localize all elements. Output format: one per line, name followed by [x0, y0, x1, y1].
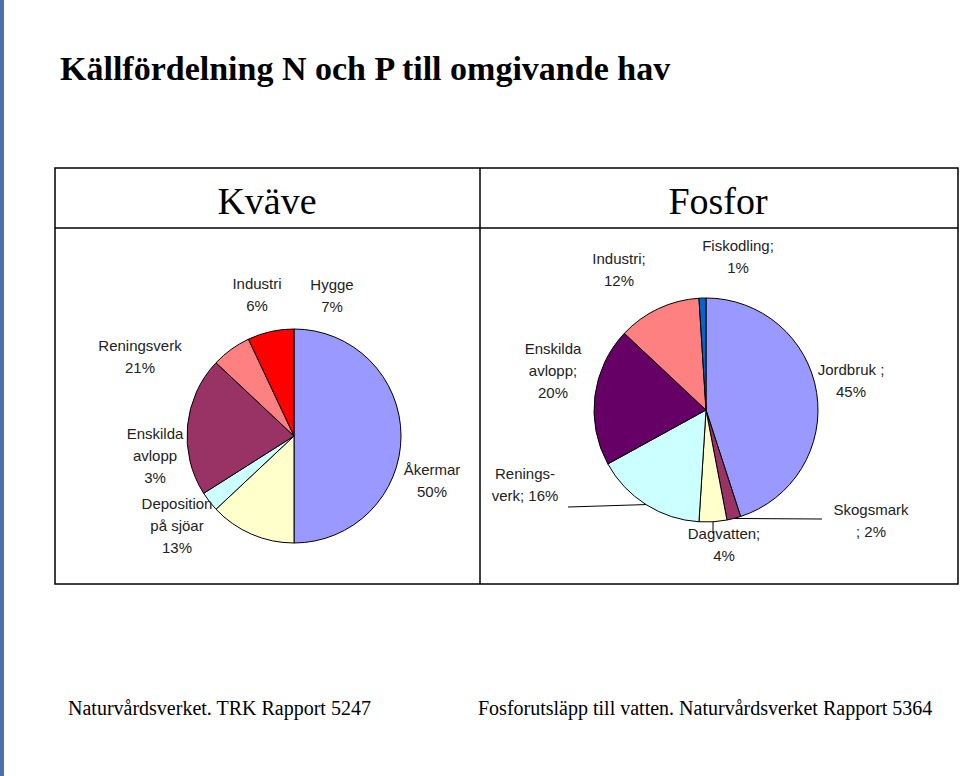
label-part: 20% — [538, 384, 568, 401]
slice-label: 7% — [321, 298, 343, 315]
slice-label: 21% — [125, 359, 155, 376]
label-part: 6% — [246, 297, 268, 314]
label-part: på — [150, 517, 167, 534]
slice-label: Fiskodling; — [702, 237, 774, 254]
slice-label: Reningsverk — [98, 337, 182, 354]
slice-label: 3% — [144, 469, 166, 486]
slice-label: Industri — [232, 275, 281, 292]
label-part: ; — [856, 523, 860, 540]
divider — [479, 168, 481, 584]
background — [0, 0, 960, 776]
leader-line — [568, 505, 646, 507]
label-part: avlopp; — [529, 362, 577, 379]
slice-label: Deposition — [142, 495, 213, 512]
label-part: 1% — [727, 259, 749, 276]
slice-label: Industri; — [592, 250, 645, 267]
slice-label: 13% — [162, 539, 192, 556]
frame — [55, 168, 958, 584]
pie-slice — [699, 298, 706, 410]
label-part: Jordbruk — [818, 361, 877, 378]
leader-line — [734, 518, 822, 520]
slice-label: Åkermar — [404, 461, 461, 478]
slice-label: 12% — [604, 272, 634, 289]
slice-label: Enskilda — [127, 425, 184, 442]
label-part: Åkermar — [404, 461, 461, 478]
chart-title: Kväve — [217, 180, 316, 222]
label-part: 50% — [417, 483, 447, 500]
label-part: 45% — [836, 383, 866, 400]
slice-label: 45% — [836, 383, 866, 400]
slice-label: verk; 16% — [492, 487, 559, 504]
label-part: Dagvatten; — [688, 525, 761, 542]
slice-label: Enskilda — [525, 340, 582, 357]
header-rule — [55, 227, 958, 229]
slice-label: Hygge — [310, 276, 353, 293]
chart-title: Fosfor — [668, 180, 768, 222]
label-part: verk; — [492, 487, 525, 504]
slice-label: avlopp — [133, 447, 177, 464]
pie-chart: Fosfor Fosforutsläpp till vatten. Naturvå… — [478, 180, 932, 720]
slice-label: Dagvatten; — [688, 525, 761, 542]
label-part: 7% — [321, 298, 343, 315]
label-part: 2% — [864, 523, 886, 540]
slice-label: Renings- — [495, 465, 555, 482]
slice-label: 4% — [713, 547, 735, 564]
source: Fosforutsläpp till vatten. Naturvårdsver… — [478, 697, 932, 720]
slice-label: 6% — [246, 297, 268, 314]
slice-label: 20% — [538, 384, 568, 401]
label-part: sjöar — [171, 517, 204, 534]
source: Naturvårdsverket. TRK Rapport 5247 — [68, 697, 371, 720]
label-part: Reningsverk — [98, 337, 182, 354]
label-part: 21% — [125, 359, 155, 376]
slice-label: 1% — [727, 259, 749, 276]
title: Källfördelning N och P till omgivande ha… — [60, 50, 670, 87]
slice-label: 50% — [417, 483, 447, 500]
slice-label: på sjöar — [150, 517, 203, 534]
slice-label: Skogsmark — [833, 501, 909, 518]
slice-label: ; 2% — [856, 523, 886, 540]
label-part: Skogsmark — [833, 501, 909, 518]
label-part: Industri; — [592, 250, 645, 267]
label-part: 12% — [604, 272, 634, 289]
canvas: Källfördelning N och P till omgivande ha… — [0, 0, 960, 776]
label-part: Hygge — [310, 276, 353, 293]
leader-line — [713, 522, 714, 533]
label-part: 16% — [528, 487, 558, 504]
slice-label: avlopp; — [529, 362, 577, 379]
pie-slice — [248, 329, 294, 436]
label-part: avlopp — [133, 447, 177, 464]
label-part: 4% — [713, 547, 735, 564]
label-part: ; — [880, 361, 884, 378]
label-part: Enskilda — [127, 425, 184, 442]
label-part: 13% — [162, 539, 192, 556]
label-part: Renings- — [495, 465, 555, 482]
label-part: Enskilda — [525, 340, 582, 357]
pie-slice — [624, 298, 706, 410]
label-part: Deposition — [142, 495, 213, 512]
label-part: Industri — [232, 275, 281, 292]
pie-chart: Kväve Naturvårdsverket. TRK Rapport 5247 Å… — [68, 180, 460, 720]
pie-slice — [294, 329, 401, 543]
label-part: 3% — [144, 469, 166, 486]
label-part: Fiskodling; — [702, 237, 774, 254]
slice-label: Jordbruk ; — [818, 361, 885, 378]
accent-bar — [0, 0, 4, 776]
